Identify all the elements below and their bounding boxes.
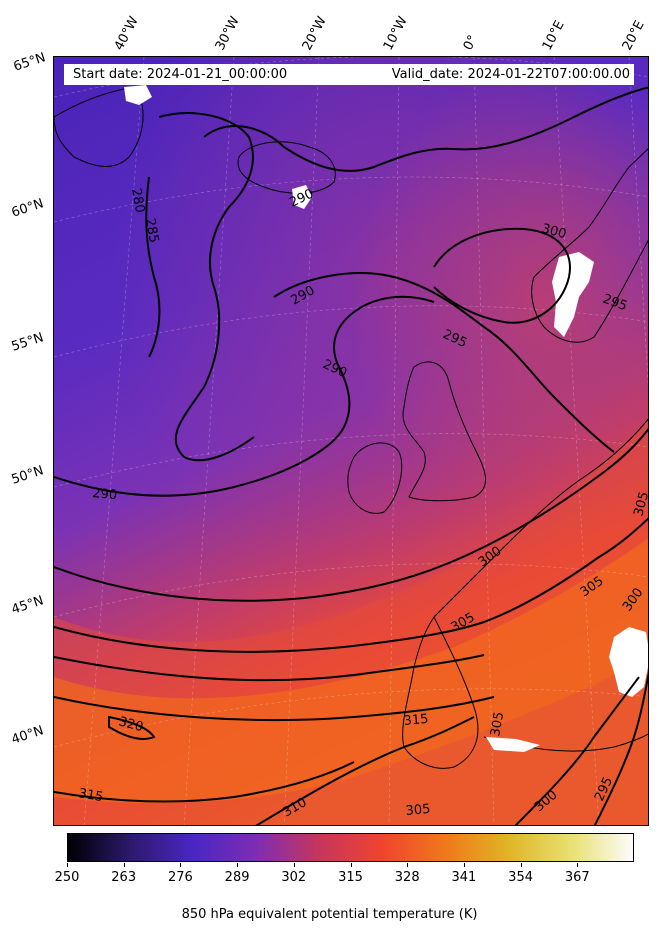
contour-305-b: [255, 716, 475, 825]
latitude-label: 60°N: [9, 196, 46, 221]
contours: [54, 86, 648, 825]
contour-310: [54, 654, 485, 682]
colorbar-tick-mark: [180, 863, 182, 867]
colorbar-tick-label: 354: [508, 870, 534, 885]
contour-label: 285: [142, 217, 161, 244]
latitude-label: 65°N: [11, 50, 48, 75]
contour-280: [145, 176, 161, 358]
latitude-label: 40°N: [9, 723, 46, 748]
colorbar-tick-label: 302: [281, 870, 307, 885]
latitude-label: 55°N: [9, 330, 46, 355]
longitude-label: 10°W: [380, 14, 411, 53]
contour-300-c: [514, 676, 640, 825]
coast-norway: [531, 148, 648, 343]
colorbar-tick-mark: [237, 863, 239, 867]
mask-atlas: [486, 737, 540, 752]
colorbar: [67, 833, 634, 862]
colorbar-tick-label: 328: [394, 870, 420, 885]
contour-label: 280: [128, 187, 147, 214]
masked-areas: [124, 85, 648, 752]
coast-greenland: [54, 86, 144, 167]
coast-iceland: [237, 141, 336, 194]
coast-europe: [433, 418, 648, 618]
start-date-label: Start date: 2024-01-21_00:00:00: [73, 67, 288, 82]
mask-greenland: [124, 85, 152, 105]
longitude-label: 20°E: [619, 18, 648, 53]
coast-ireland: [347, 442, 403, 514]
contour-285: [158, 112, 255, 462]
contour-300-a: [433, 227, 571, 324]
colorbar-tick-label: 367: [564, 870, 590, 885]
colorbar-tick-mark: [577, 863, 579, 867]
contour-315-a: [54, 696, 495, 722]
colorbar-tick-mark: [67, 863, 68, 867]
colorbar-tick-label: 263: [111, 870, 137, 885]
colorbar-tick-mark: [123, 863, 125, 867]
contour-label: 290: [92, 486, 118, 503]
contour-295: [273, 272, 615, 453]
longitude-label: 40°W: [111, 14, 142, 53]
longitude-label: 30°W: [212, 14, 243, 53]
contour-label: 320: [117, 714, 145, 735]
theta-e-map: 280 285 290 290 290 290 295 295 295 300 …: [54, 57, 649, 825]
contour-label: 315: [403, 712, 429, 729]
contour-290-a: [54, 295, 435, 497]
colorbar-tick-label: 341: [451, 870, 477, 885]
contour-300-b: [54, 427, 648, 602]
date-info-bar: Start date: 2024-01-21_00:00:00 Valid_da…: [64, 64, 634, 85]
contour-305-a: [54, 517, 648, 653]
contour-290-b: [203, 86, 648, 172]
valid-date-label: Valid_date: 2024-01-22T07:00:00.00: [391, 67, 630, 82]
contour-label: 315: [77, 786, 104, 805]
colorbar-tick-label: 315: [338, 870, 363, 885]
colorbar-tick-label: 276: [167, 870, 193, 885]
warm-core: [54, 538, 648, 803]
colorbar-title: 850 hPa equivalent potential temperature…: [181, 907, 478, 922]
mask-scandinavia: [552, 252, 594, 337]
colorbar-tick-mark: [463, 863, 465, 867]
contour-label: 305: [488, 711, 507, 738]
colorbar-tick-mark: [350, 863, 352, 867]
longitude-label: 20°W: [299, 14, 330, 53]
contour-label: 305: [405, 802, 431, 819]
colorbar-tick-mark: [293, 863, 295, 867]
contour-295-b: [593, 672, 648, 825]
colorbar-tick-label: 289: [224, 870, 250, 885]
longitude-label: 0°: [460, 32, 481, 53]
mask-iceland: [292, 185, 312, 209]
colorbar-tick-mark: [520, 863, 522, 867]
longitude-label: 10°E: [539, 18, 568, 53]
coast-britain: [402, 361, 487, 502]
map-panel: 280 285 290 290 290 290 295 295 295 300 …: [53, 56, 649, 826]
contour-label: 300: [540, 221, 568, 242]
colorbar-tick-mark: [407, 863, 409, 867]
contour-320: [108, 715, 156, 740]
latitude-label: 45°N: [9, 593, 46, 618]
contour-315-b: [54, 761, 355, 803]
contour-label: 305: [631, 490, 649, 518]
colorbar-tick-label: 250: [54, 870, 80, 885]
latitude-label: 50°N: [9, 463, 46, 488]
